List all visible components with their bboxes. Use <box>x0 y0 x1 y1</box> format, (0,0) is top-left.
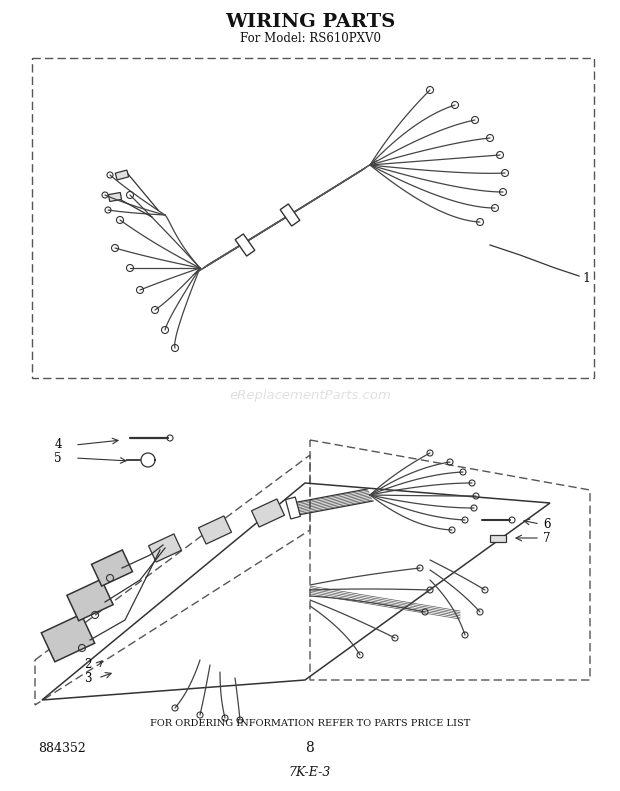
Bar <box>490 535 506 542</box>
Text: 5: 5 <box>55 452 62 464</box>
Bar <box>198 516 231 544</box>
Text: For Model: RS610PXV0: For Model: RS610PXV0 <box>239 32 381 44</box>
Text: WIRING PARTS: WIRING PARTS <box>225 13 395 31</box>
Bar <box>280 204 300 226</box>
Text: 7: 7 <box>543 532 551 544</box>
Text: 6: 6 <box>543 517 551 531</box>
Bar <box>67 579 113 621</box>
Text: 7K-E-3: 7K-E-3 <box>289 766 331 779</box>
Bar <box>149 534 182 562</box>
Text: 2: 2 <box>84 658 92 672</box>
Text: 4: 4 <box>55 438 62 452</box>
Bar <box>42 614 95 662</box>
Bar <box>108 192 122 202</box>
Bar <box>115 170 129 180</box>
Text: 8: 8 <box>306 741 314 755</box>
Bar <box>286 497 301 519</box>
Bar <box>235 234 255 256</box>
Bar <box>92 550 133 586</box>
Text: FOR ORDERING INFORMATION REFER TO PARTS PRICE LIST: FOR ORDERING INFORMATION REFER TO PARTS … <box>150 718 470 728</box>
Text: 3: 3 <box>84 672 92 684</box>
Text: 1: 1 <box>582 271 590 285</box>
Text: 884352: 884352 <box>38 741 86 755</box>
Bar <box>252 499 285 527</box>
Text: eReplacementParts.com: eReplacementParts.com <box>229 388 391 402</box>
